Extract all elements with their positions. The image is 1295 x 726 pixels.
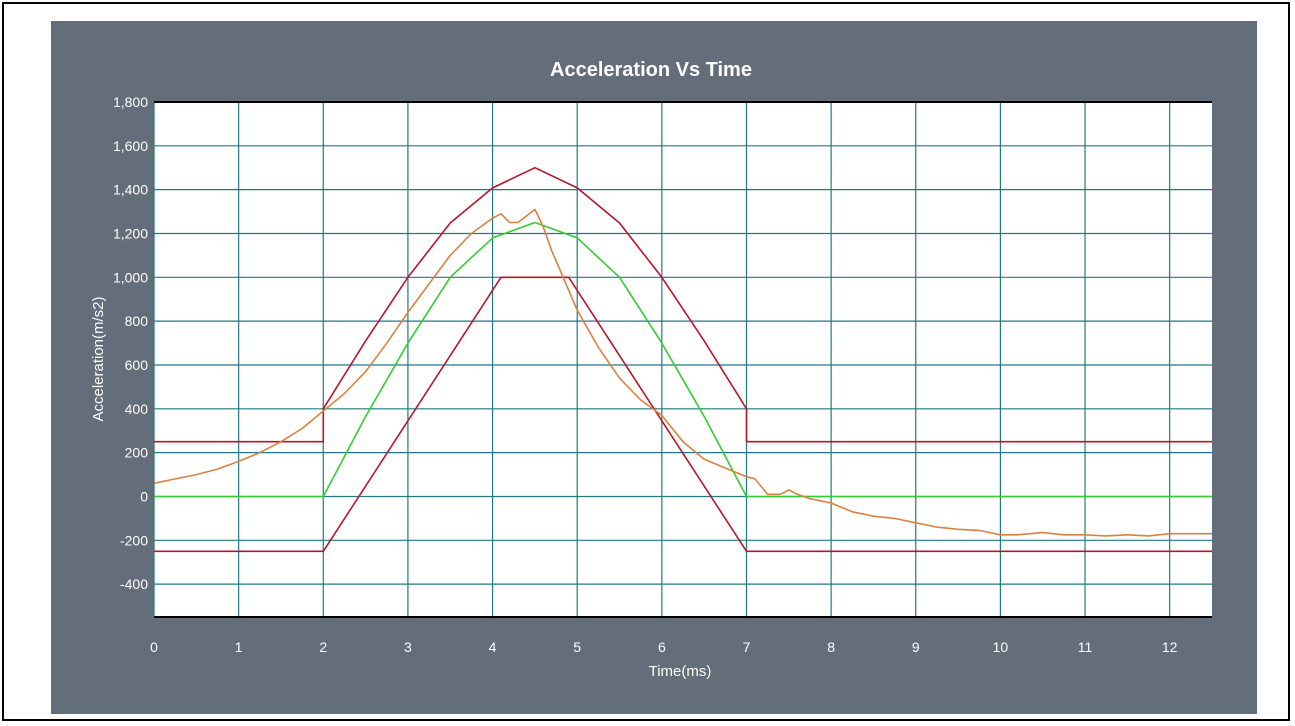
plot-area xyxy=(154,102,1212,617)
y-tick-label: 600 xyxy=(125,357,149,373)
chart-panel: Acceleration Vs Time 0 1 2 3 4 5 6 7 8 9 10 11 12 -4… xyxy=(51,21,1257,714)
x-tick-label: 1 xyxy=(235,639,243,655)
x-tick-label: 11 xyxy=(1078,639,1093,655)
x-tick-label: 0 xyxy=(150,639,158,655)
y-tick-label: -400 xyxy=(120,576,148,592)
y-tick-labels: -400 -200 0 200 400 600 800 1,000 1,200 1,400 1,60… xyxy=(113,94,148,592)
acceleration-chart: Acceleration Vs Time 0 1 2 3 4 5 6 7 8 9 10 11 12 -4… xyxy=(90,59,1212,680)
x-tick-label: 3 xyxy=(404,639,412,655)
y-tick-label: 1,800 xyxy=(113,94,148,110)
y-tick-label: -200 xyxy=(120,532,148,548)
y-tick-label: 800 xyxy=(125,313,149,329)
x-tick-labels: 0 1 2 3 4 5 6 7 8 9 10 11 12 xyxy=(150,639,1178,655)
x-axis-title: Time(ms) xyxy=(649,663,712,680)
chart-title: Acceleration Vs Time xyxy=(550,59,752,81)
y-tick-label: 200 xyxy=(125,445,149,461)
y-tick-label: 1,400 xyxy=(113,182,148,198)
y-tick-label: 1,600 xyxy=(113,138,148,154)
x-tick-label: 7 xyxy=(743,639,751,655)
y-axis-title: Acceleration(m/s2) xyxy=(90,296,107,421)
upper-tolerance-line xyxy=(154,166,1212,443)
series-layer xyxy=(153,166,1212,553)
y-tick-label: 0 xyxy=(140,488,148,504)
x-tick-label: 8 xyxy=(827,639,835,655)
x-tick-label: 2 xyxy=(319,639,327,655)
x-tick-label: 5 xyxy=(573,639,581,655)
x-tick-label: 4 xyxy=(489,639,497,655)
measured-acceleration-line xyxy=(153,208,1212,537)
y-tick-label: 1,000 xyxy=(113,269,148,285)
grid-lines xyxy=(153,101,1212,617)
x-tick-label: 10 xyxy=(993,639,1009,655)
x-tick-label: 6 xyxy=(658,639,666,655)
y-tick-label: 1,200 xyxy=(113,225,148,241)
y-tick-label: 400 xyxy=(125,401,149,417)
nominal-pulse-line xyxy=(154,221,1212,498)
x-tick-label: 9 xyxy=(912,639,920,655)
lower-tolerance-line xyxy=(154,276,1212,553)
x-tick-label: 12 xyxy=(1162,639,1178,655)
